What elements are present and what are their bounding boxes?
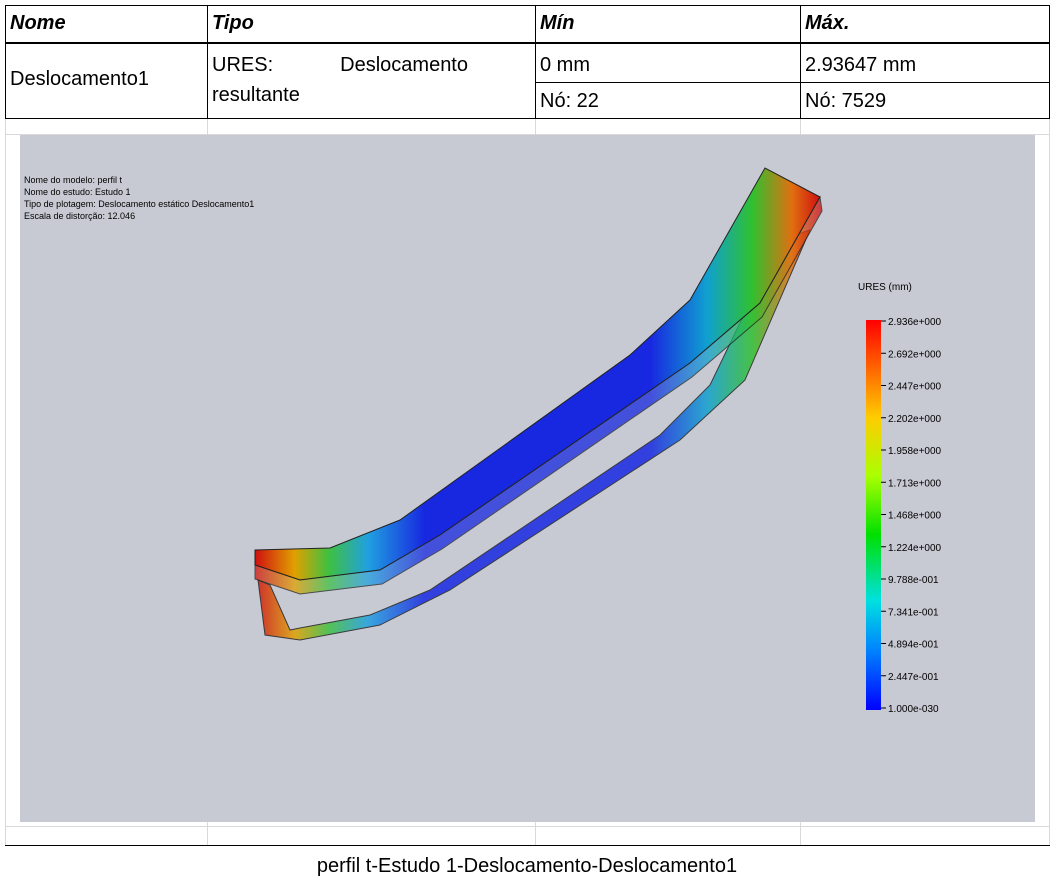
header-cell: Máx. (801, 12, 849, 35)
result-plot: Nome do modelo: perfil t Nome do estudo: … (20, 135, 1035, 822)
sheet-grid (5, 826, 1050, 827)
result-type: URES: Deslocamento resultante (208, 50, 468, 110)
page: Nome Tipo Mín Máx. Deslocamento1 URES: D… (0, 0, 1054, 880)
legend-title: URES (mm) (858, 282, 912, 293)
caption-border (5, 845, 1050, 846)
legend-label: 1.468e+000 (888, 511, 942, 522)
legend-label: 2.936e+000 (888, 317, 942, 328)
header-cell: Nome (6, 12, 66, 35)
caption: perfil t-Estudo 1-Deslocamento-Deslocame… (0, 855, 1054, 878)
color-bar (866, 320, 881, 710)
header-cell: Mín (536, 12, 574, 35)
table-border (5, 118, 1050, 119)
legend-label: 2.447e-001 (888, 672, 939, 683)
legend-label: 7.341e-001 (888, 607, 939, 618)
sheet-grid (1049, 118, 1050, 845)
model-info: Nome do estudo: Estudo 1 (24, 187, 131, 197)
model-info: Nome do modelo: perfil t (24, 175, 123, 185)
sheet-grid (5, 118, 6, 845)
table-border (5, 5, 1050, 6)
legend-label: 2.447e+000 (888, 382, 942, 393)
table-border (1049, 5, 1050, 119)
legend-label: 9.788e-001 (888, 575, 939, 586)
legend-label: 4.894e-001 (888, 640, 939, 651)
max-node: Nó: 7529 (801, 90, 886, 113)
header-cell: Tipo (208, 12, 254, 35)
table-border (5, 42, 1050, 44)
min-value: 0 mm (536, 54, 590, 77)
max-value: 2.93647 mm (801, 54, 916, 77)
model-info: Escala de distorção: 12.046 (24, 211, 135, 221)
table-border (535, 82, 1050, 83)
legend-label: 1.958e+000 (888, 446, 942, 457)
legend-label: 2.202e+000 (888, 414, 942, 425)
legend-label: 1.224e+000 (888, 543, 942, 554)
result-name: Deslocamento1 (6, 68, 149, 91)
legend-label: 1.000e-030 (888, 704, 939, 715)
legend-label: 1.713e+000 (888, 478, 942, 489)
min-node: Nó: 22 (536, 90, 599, 113)
model-info: Tipo de plotagem: Deslocamento estático … (24, 199, 254, 209)
legend-label: 2.692e+000 (888, 349, 942, 360)
